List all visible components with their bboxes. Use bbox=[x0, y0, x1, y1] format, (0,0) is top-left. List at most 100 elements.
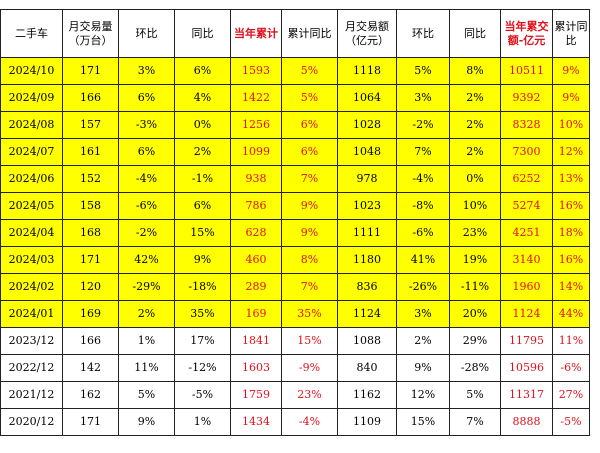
table-cell: 1088 bbox=[337, 327, 397, 355]
table-cell: 1422 bbox=[230, 84, 282, 112]
table-cell: 6% bbox=[118, 138, 175, 166]
period-cell: 2024/10 bbox=[0, 57, 63, 85]
header-cell: 当年累交额-亿元 bbox=[500, 9, 553, 58]
table-cell: 5% bbox=[281, 57, 338, 85]
table-cell: 6% bbox=[174, 192, 231, 220]
period-cell: 2024/07 bbox=[0, 138, 63, 166]
table-cell: 4% bbox=[174, 84, 231, 112]
table-cell: 628 bbox=[230, 219, 282, 247]
table-cell: 1048 bbox=[337, 138, 397, 166]
table-cell: 8888 bbox=[500, 408, 553, 436]
table-cell: -29% bbox=[118, 273, 175, 301]
table-cell: 1% bbox=[174, 408, 231, 436]
table-row: 2024/04 168 -2% 15% 628 9% 1111 -6% 23% 4251 18% bbox=[0, 219, 590, 247]
table-cell: 6% bbox=[281, 111, 338, 139]
table-cell: 5% bbox=[118, 381, 175, 409]
table-cell: 2% bbox=[449, 111, 501, 139]
table-cell: 169 bbox=[230, 300, 282, 328]
table-cell: 6% bbox=[281, 138, 338, 166]
table-cell: 6252 bbox=[500, 165, 553, 193]
table-cell: 15% bbox=[174, 219, 231, 247]
table-row: 2022/12 142 11% -12% 1603 -9% 840 9% -28% 10596 -6… bbox=[0, 354, 590, 382]
table-cell: 161 bbox=[62, 138, 119, 166]
table-cell: 168 bbox=[62, 219, 119, 247]
table-cell: 11795 bbox=[500, 327, 553, 355]
table-cell: 1118 bbox=[337, 57, 397, 85]
table-cell: 23% bbox=[281, 381, 338, 409]
period-cell: 2024/05 bbox=[0, 192, 63, 220]
table-cell: 1759 bbox=[230, 381, 282, 409]
table-cell: 0% bbox=[449, 165, 501, 193]
table-cell: 6% bbox=[118, 84, 175, 112]
table-row: 2024/06 152 -4% -1% 938 7% 978 -4% 0% 6252 13% bbox=[0, 165, 590, 193]
table-cell: 460 bbox=[230, 246, 282, 274]
table-cell: -11% bbox=[449, 273, 501, 301]
table-cell: 12% bbox=[552, 138, 590, 166]
table-cell: 18% bbox=[552, 219, 590, 247]
table-row: 2024/05 158 -6% 6% 786 9% 1023 -8% 10% 5274 16% bbox=[0, 192, 590, 220]
table-cell: 9392 bbox=[500, 84, 553, 112]
table-cell: -4% bbox=[118, 165, 175, 193]
table-cell: 171 bbox=[62, 408, 119, 436]
table-cell: 2% bbox=[174, 138, 231, 166]
table-cell: 10511 bbox=[500, 57, 553, 85]
data-table-container: 二手车 月交易量（万台） 环比 同比 当年累计 累计同比 月交易额（亿元） 环比… bbox=[0, 9, 600, 436]
table-cell: 1028 bbox=[337, 111, 397, 139]
table-cell: -2% bbox=[396, 111, 450, 139]
period-cell: 2023/12 bbox=[0, 327, 63, 355]
table-cell: 42% bbox=[118, 246, 175, 274]
table-cell: 17% bbox=[174, 327, 231, 355]
table-cell: 7% bbox=[396, 138, 450, 166]
period-cell: 2024/04 bbox=[0, 219, 63, 247]
table-row: 2024/08 157 -3% 0% 1256 6% 1028 -2% 2% 8328 10% bbox=[0, 111, 590, 139]
table-cell: 1162 bbox=[337, 381, 397, 409]
table-cell: -26% bbox=[396, 273, 450, 301]
table-row: 2024/01 169 2% 35% 169 35% 1124 3% 20% 1124 44% bbox=[0, 300, 590, 328]
table-cell: 1023 bbox=[337, 192, 397, 220]
table-cell: 7% bbox=[281, 273, 338, 301]
table-cell: 1434 bbox=[230, 408, 282, 436]
table-cell: 6% bbox=[174, 57, 231, 85]
header-row: 二手车 月交易量（万台） 环比 同比 当年累计 累计同比 月交易额（亿元） 环比… bbox=[0, 9, 590, 58]
table-cell: 9% bbox=[552, 84, 590, 112]
period-cell: 2024/06 bbox=[0, 165, 63, 193]
table-cell: 16% bbox=[552, 192, 590, 220]
table-cell: -6% bbox=[118, 192, 175, 220]
table-cell: -1% bbox=[174, 165, 231, 193]
table-cell: 9% bbox=[552, 57, 590, 85]
table-cell: 9% bbox=[396, 354, 450, 382]
period-cell: 2024/02 bbox=[0, 273, 63, 301]
table-cell: 1099 bbox=[230, 138, 282, 166]
table-cell: 158 bbox=[62, 192, 119, 220]
table-cell: -12% bbox=[174, 354, 231, 382]
table-cell: -6% bbox=[396, 219, 450, 247]
period-cell: 2024/08 bbox=[0, 111, 63, 139]
table-cell: 11% bbox=[118, 354, 175, 382]
table-cell: 9% bbox=[118, 408, 175, 436]
table-cell: 289 bbox=[230, 273, 282, 301]
table-cell: 2% bbox=[396, 327, 450, 355]
table-cell: 171 bbox=[62, 57, 119, 85]
table-cell: 15% bbox=[281, 327, 338, 355]
table-cell: 142 bbox=[62, 354, 119, 382]
period-cell: 2020/12 bbox=[0, 408, 63, 436]
table-cell: 14% bbox=[552, 273, 590, 301]
table-cell: 44% bbox=[552, 300, 590, 328]
table-cell: 1960 bbox=[500, 273, 553, 301]
table-cell: 0% bbox=[174, 111, 231, 139]
table-cell: 7300 bbox=[500, 138, 553, 166]
header-cell: 环比 bbox=[118, 9, 175, 58]
table-cell: 10596 bbox=[500, 354, 553, 382]
table-cell: 19% bbox=[449, 246, 501, 274]
table-cell: -18% bbox=[174, 273, 231, 301]
header-cell: 月交易量（万台） bbox=[62, 9, 119, 58]
table-cell: 8% bbox=[449, 57, 501, 85]
table-cell: 4251 bbox=[500, 219, 553, 247]
table-cell: 8% bbox=[281, 246, 338, 274]
table-cell: 166 bbox=[62, 84, 119, 112]
table-cell: 978 bbox=[337, 165, 397, 193]
table-cell: 29% bbox=[449, 327, 501, 355]
table-row: 2024/07 161 6% 2% 1099 6% 1048 7% 2% 7300 12% bbox=[0, 138, 590, 166]
table-cell: 2% bbox=[449, 84, 501, 112]
header-cell: 同比 bbox=[174, 9, 231, 58]
